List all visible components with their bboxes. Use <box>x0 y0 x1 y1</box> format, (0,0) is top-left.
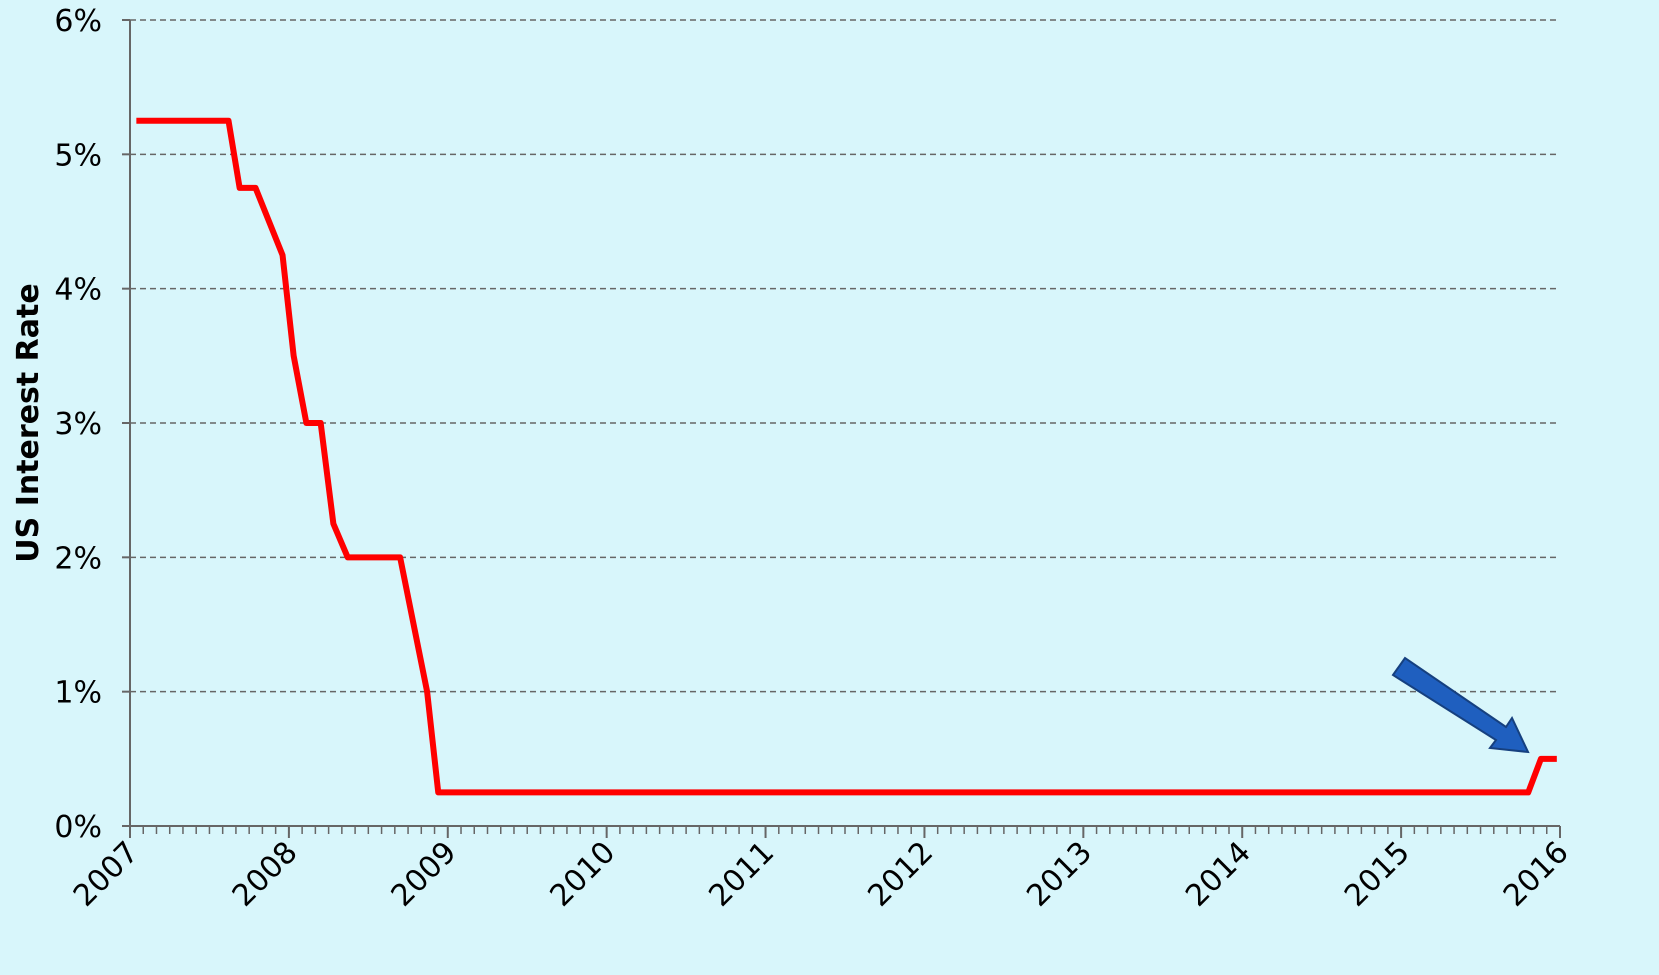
rate-line <box>136 117 1557 796</box>
y-tick-label: 5% <box>54 138 102 173</box>
y-tick-label: 2% <box>54 541 102 576</box>
annotation-arrow <box>1391 656 1530 754</box>
y-axis-label: US Interest Rate <box>11 283 46 562</box>
y-tick-label: 1% <box>54 676 102 711</box>
y-tick-label: 6% <box>54 4 102 39</box>
y-tick-label: 3% <box>54 407 102 442</box>
y-tick-label: 4% <box>54 273 102 308</box>
y-tick-label: 0% <box>54 810 102 845</box>
